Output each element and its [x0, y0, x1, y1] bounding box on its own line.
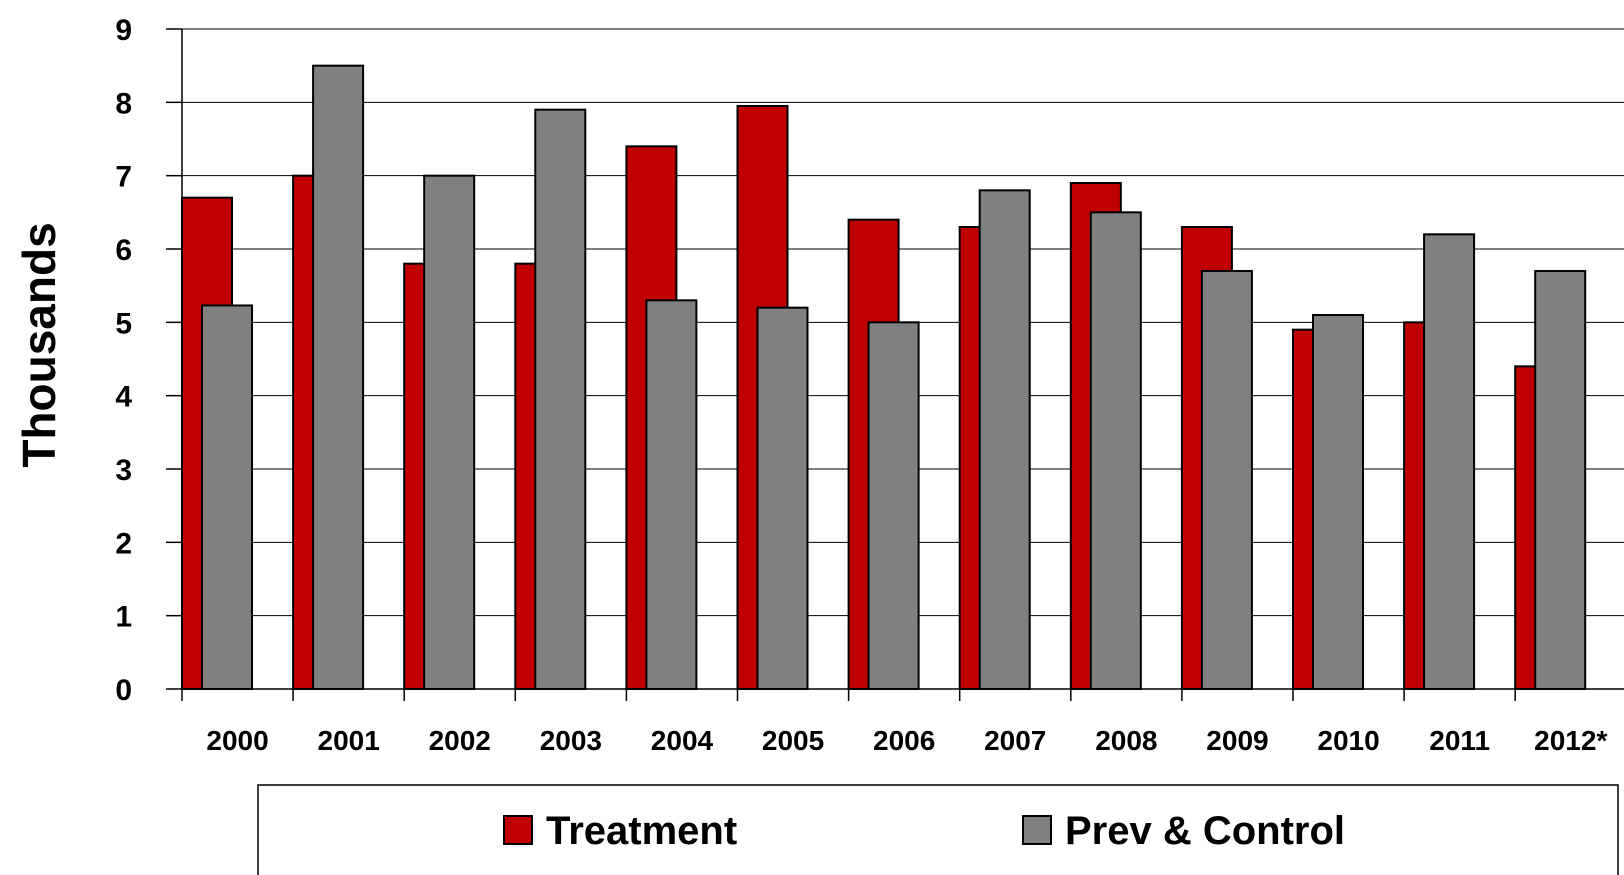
y-tick-label: 2 — [115, 527, 132, 560]
bar-prev-control — [312, 64, 365, 690]
x-tick-label: 2006 — [873, 725, 935, 756]
legend-label: Treatment — [546, 809, 737, 853]
x-tick-label: 2003 — [540, 725, 602, 756]
y-tick-label: 7 — [115, 161, 132, 194]
y-tick-label: 8 — [115, 87, 132, 120]
x-tick-label: 2009 — [1206, 725, 1268, 756]
bar-prev-control — [1534, 270, 1587, 690]
x-tick-label: 2005 — [762, 725, 824, 756]
x-tick-label: 2004 — [651, 725, 714, 756]
bar-prev-control — [1423, 233, 1476, 690]
x-tick-label: 2012* — [1534, 725, 1607, 756]
legend-swatch — [503, 815, 533, 845]
x-tick-label: 2001 — [318, 725, 380, 756]
bar-prev-control — [201, 304, 253, 690]
y-tick-label: 6 — [115, 234, 132, 267]
bar-prev-control — [534, 108, 587, 690]
bar-prev-control — [645, 299, 698, 690]
x-tick-label: 2002 — [429, 725, 491, 756]
legend-items: Treatment Prev & Control — [503, 809, 1345, 853]
y-tick-label: 5 — [115, 307, 132, 340]
bar-prev-control — [1200, 270, 1253, 690]
y-tick-labels: 0 1 2 3 4 5 6 7 8 9 — [115, 14, 132, 707]
x-tick-label: 2000 — [206, 725, 268, 756]
axes — [166, 28, 1624, 701]
legend: Treatment Prev & Control — [257, 784, 1619, 875]
y-tick-label: 3 — [115, 454, 132, 487]
bars — [181, 64, 1587, 691]
bar-prev-control — [1312, 314, 1364, 690]
x-tick-label: 2007 — [984, 725, 1046, 756]
bar-prev-control — [756, 306, 809, 690]
y-tick-label: 1 — [115, 601, 132, 634]
x-tick-label: 2011 — [1429, 725, 1490, 756]
bar-prev-control — [978, 189, 1031, 690]
x-tick-label: 2010 — [1317, 725, 1379, 756]
legend-box — [257, 784, 1619, 875]
y-tick-label: 9 — [115, 14, 132, 47]
bar-prev-control — [423, 174, 476, 690]
bar-prev-control — [1089, 211, 1142, 690]
bar-prev-control — [867, 321, 920, 690]
y-axis-label: Thousands — [13, 222, 65, 467]
y-tick-label: 0 — [115, 674, 132, 707]
legend-label: Prev & Control — [1065, 809, 1345, 853]
y-tick-label: 4 — [115, 381, 132, 414]
x-tick-labels: 2000 2001 2002 2003 2004 2005 2006 2007 2008 2009… — [206, 725, 1607, 756]
legend-swatch — [1022, 815, 1052, 845]
x-tick-label: 2008 — [1095, 725, 1157, 756]
